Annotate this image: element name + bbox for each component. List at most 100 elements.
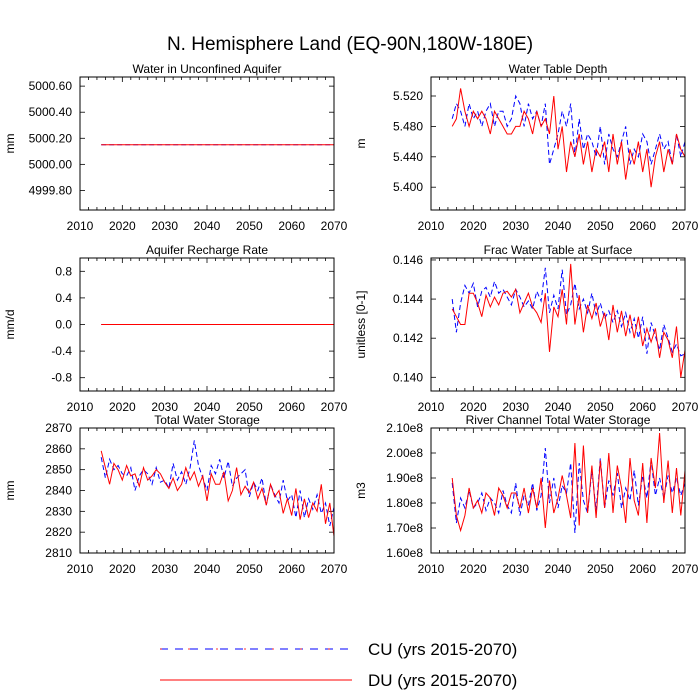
y-tick-label: 2850 (45, 463, 72, 477)
panel-title: Frac Water Table at Surface (484, 243, 633, 257)
x-tick-label: 2060 (629, 400, 656, 414)
panel-frac-water-table-surface: Frac Water Table at Surface unitless [0-1… (354, 243, 699, 414)
y-axis-label: m (354, 139, 368, 149)
plot-frame (79, 76, 335, 211)
y-tick-label: 5.440 (393, 150, 423, 164)
y-tick-label: 2.00e8 (386, 446, 423, 460)
x-tick-label: 2040 (545, 219, 572, 233)
x-tick-label: 2070 (321, 562, 348, 576)
x-tick-label: 2030 (502, 400, 529, 414)
y-tick-label: 5.480 (393, 119, 423, 133)
x-tick-label: 2060 (629, 219, 656, 233)
y-tick-label: 0.4 (55, 291, 72, 305)
plot-frame (430, 76, 686, 211)
panel-title: Water in Unconfined Aquifer (133, 62, 282, 76)
x-tick-label: 2020 (460, 219, 487, 233)
legend: CU (yrs 2015-2070) DU (yrs 2015-2070) (160, 640, 517, 690)
x-tick-label: 2010 (67, 562, 94, 576)
y-axis-label: mm (3, 134, 17, 154)
y-tick-label: 0.142 (393, 331, 423, 345)
x-tick-label: 2010 (67, 219, 94, 233)
y-tick-label: 0.140 (393, 370, 423, 384)
x-tick-label: 2070 (672, 400, 699, 414)
y-tick-label: -0.4 (51, 344, 72, 358)
y-axis-label: mm (3, 481, 17, 501)
x-tick-label: 2040 (545, 400, 572, 414)
panel-aquifer-recharge-rate: Aquifer Recharge Rate mm/d 2010 2020 2030 204… (3, 243, 348, 414)
y-tick-label: 1.70e8 (386, 521, 423, 535)
series-line-cu (451, 267, 686, 357)
x-tick-label: 2050 (587, 562, 614, 576)
y-tick-label: 1.90e8 (386, 471, 423, 485)
y-tick-label: 1.80e8 (386, 496, 423, 510)
y-tick-label: 2820 (45, 525, 72, 539)
y-tick-label: 5000.20 (29, 131, 73, 145)
plot-frame (430, 427, 686, 554)
figure-title: N. Hemisphere Land (EQ-90N,180W-180E) (167, 34, 533, 55)
panel-title: Water Table Depth (509, 62, 608, 76)
y-axis-label: unitless [0-1] (354, 290, 368, 358)
y-axis-label: m3 (354, 482, 368, 499)
plot-frame (79, 427, 335, 554)
x-tick-label: 2040 (194, 562, 221, 576)
y-tick-label: 2.10e8 (386, 421, 423, 435)
y-axis-label: mm/d (3, 310, 17, 340)
x-tick-label: 2070 (672, 219, 699, 233)
panel-total-water-storage: Total Water Storage mm 2010 2020 2030 2040 205… (3, 413, 348, 576)
x-tick-label: 2070 (321, 219, 348, 233)
series-line-cu (451, 447, 686, 534)
x-tick-label: 2030 (502, 219, 529, 233)
y-tick-label: 2810 (45, 546, 72, 560)
panel-title: River Channel Total Water Storage (466, 413, 651, 427)
x-tick-label: 2010 (418, 219, 445, 233)
x-tick-label: 2010 (67, 400, 94, 414)
series-line-cu (451, 94, 686, 165)
x-tick-label: 2070 (672, 562, 699, 576)
x-tick-label: 2060 (278, 562, 305, 576)
y-tick-label: 5000.40 (29, 105, 73, 119)
x-tick-label: 2020 (109, 562, 136, 576)
x-tick-label: 2040 (545, 562, 572, 576)
panel-river-channel-storage: River Channel Total Water Storage m3 2010 2… (354, 413, 699, 576)
panel-water-unconfined-aquifer: Water in Unconfined Aquifer mm 2010 2020 203… (3, 62, 348, 233)
series-line-du (451, 263, 686, 378)
y-tick-label: -0.8 (51, 371, 72, 385)
y-tick-label: 2840 (45, 484, 72, 498)
y-tick-label: 2830 (45, 504, 72, 518)
x-tick-label: 2030 (151, 562, 178, 576)
series-line-du (451, 432, 686, 533)
y-tick-label: 5.400 (393, 180, 423, 194)
panel-title: Aquifer Recharge Rate (146, 243, 268, 257)
x-tick-label: 2010 (418, 400, 445, 414)
panel-title: Total Water Storage (154, 413, 260, 427)
x-tick-label: 2030 (151, 219, 178, 233)
y-tick-label: 4999.80 (29, 183, 73, 197)
x-tick-label: 2060 (278, 219, 305, 233)
legend-label-cu: CU (yrs 2015-2070) (368, 640, 517, 659)
x-tick-label: 2020 (109, 400, 136, 414)
x-tick-label: 2020 (460, 562, 487, 576)
y-tick-label: 0.8 (55, 264, 72, 278)
y-tick-label: 0.146 (393, 253, 423, 267)
x-tick-label: 2050 (236, 562, 263, 576)
x-tick-label: 2050 (587, 219, 614, 233)
series-line-du (451, 88, 686, 188)
x-tick-label: 2020 (460, 400, 487, 414)
plot-frame (430, 257, 686, 392)
y-tick-label: 0.0 (55, 318, 72, 332)
x-tick-label: 2050 (236, 219, 263, 233)
y-tick-label: 2860 (45, 442, 72, 456)
y-tick-label: 5000.60 (29, 79, 73, 93)
x-tick-label: 2040 (194, 219, 221, 233)
x-tick-label: 2040 (194, 400, 221, 414)
series-line-du (100, 450, 335, 537)
x-tick-label: 2070 (321, 400, 348, 414)
x-tick-label: 2010 (418, 562, 445, 576)
y-tick-label: 0.144 (393, 292, 423, 306)
x-tick-label: 2050 (587, 400, 614, 414)
series-line-cu (100, 440, 335, 527)
y-tick-label: 2870 (45, 421, 72, 435)
panel-water-table-depth: Water Table Depth m 2010 2020 2030 2040 2050 20… (354, 62, 699, 233)
y-tick-label: 1.60e8 (386, 546, 423, 560)
